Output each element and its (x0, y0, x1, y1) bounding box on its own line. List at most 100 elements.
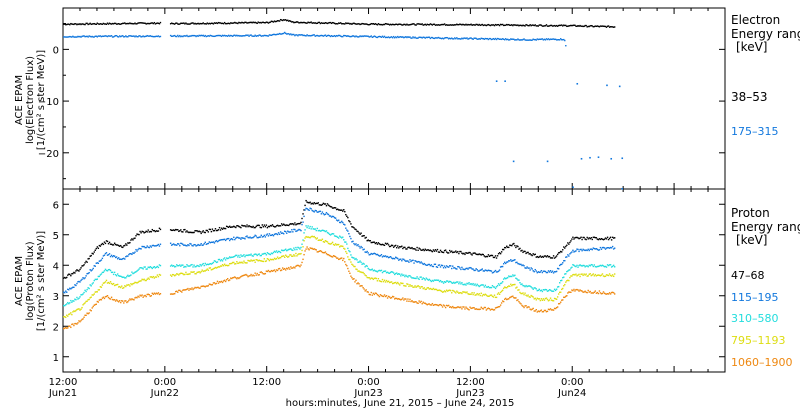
proton-series-4-point (579, 289, 581, 291)
proton-series-0-point (63, 277, 65, 279)
proton-series-3-point (579, 275, 581, 278)
electron-series-1-point (432, 37, 435, 39)
electron-outlier-point (618, 85, 621, 88)
proton-series-3-point (431, 288, 434, 291)
proton-series-2-point (209, 262, 212, 265)
electron-series-0-point (385, 23, 388, 25)
proton-series-1-point (416, 261, 418, 263)
proton-series-2-point (89, 284, 91, 286)
electron-series-0-point (214, 22, 217, 24)
proton-series-0-point (157, 230, 160, 232)
proton-series-2-point (473, 284, 475, 286)
proton-series-3-point (292, 255, 294, 257)
proton-series-4-point (249, 274, 251, 277)
proton-series-1-point (146, 245, 148, 247)
proton-series-4-point (205, 285, 207, 287)
proton-series-2-point (156, 265, 159, 268)
proton-series-3-point (410, 285, 412, 287)
proton-series-3-point (263, 258, 266, 260)
proton-series-0-point (491, 254, 494, 257)
x-tick-date-label: Jun22 (150, 388, 179, 399)
proton-series-2-point (578, 264, 580, 267)
proton-series-4-point (539, 310, 542, 312)
proton-series-0-point (174, 229, 176, 232)
electron-series-1-point (363, 35, 365, 37)
proton-series-1-point (340, 221, 342, 224)
electron-series-1-point (355, 35, 357, 37)
proton-series-0-point (585, 238, 587, 241)
proton-series-3-point (76, 308, 78, 311)
proton-series-3-point (64, 316, 66, 318)
proton-series-4-point (602, 291, 605, 293)
proton-series-0-point (443, 249, 446, 252)
proton-series-2-point (149, 265, 151, 268)
proton-series-0-point (197, 230, 199, 233)
proton-series-0-point (605, 238, 608, 240)
proton-series-2-point (220, 259, 223, 261)
proton-series-3-point (609, 274, 612, 277)
proton-series-0-point (606, 236, 609, 238)
proton-series-3-point (337, 243, 340, 246)
proton-series-1-point (179, 245, 181, 247)
electron-series-0-point (264, 22, 267, 24)
proton-series-4-point (151, 292, 154, 295)
proton-series-3-point (193, 271, 195, 273)
proton-series-0-point (494, 255, 497, 257)
proton-series-3-point (373, 277, 376, 280)
proton-series-3-point (370, 277, 372, 279)
electron-series-0-point (428, 24, 431, 26)
proton-series-4-point (395, 297, 397, 300)
proton-series-4-point (226, 277, 229, 280)
proton-series-2-point (518, 279, 520, 281)
proton-series-4-point (113, 299, 116, 301)
proton-series-4-point (317, 251, 320, 253)
proton-series-0-point (452, 251, 454, 254)
electron-series-1-point (324, 34, 327, 36)
electron-series-1-point (241, 35, 243, 37)
proton-series-0-point (116, 244, 119, 246)
proton-series-3-point (82, 304, 84, 306)
proton-series-1-point (429, 264, 432, 267)
proton-series-2-point (141, 267, 143, 269)
proton-series-2-point (93, 279, 95, 282)
proton-series-1-point (454, 267, 456, 269)
proton-series-2-point (520, 283, 522, 286)
proton-series-1-point (525, 267, 527, 269)
proton-series-2-point (236, 254, 238, 257)
proton-series-4-point (608, 292, 611, 294)
proton-series-1-point (545, 271, 548, 274)
proton-series-0-point (101, 242, 104, 245)
proton-series-3-point (462, 291, 464, 293)
proton-series-2-point (564, 273, 566, 275)
proton-series-0-point (364, 237, 366, 239)
proton-series-4-point (64, 327, 66, 329)
electron-series-1-point (560, 38, 562, 40)
proton-series-3-point (411, 285, 413, 287)
proton-series-3-point (288, 255, 290, 258)
proton-series-3-point (401, 282, 403, 285)
proton-series-0-point (297, 223, 299, 225)
proton-series-3-point (409, 284, 411, 286)
proton-series-0-point (81, 265, 83, 267)
electron-series-0-point (430, 23, 433, 26)
proton-series-0-point (548, 255, 551, 258)
electron-series-0-point (155, 22, 158, 25)
electron-series-1-point (292, 33, 294, 36)
electron-series-1-point (181, 35, 183, 37)
proton-series-1-point (408, 261, 410, 263)
proton-series-2-point (410, 276, 412, 278)
proton-series-2-point (279, 251, 282, 254)
proton-series-2-point (505, 277, 507, 280)
electron-series-0-point (327, 22, 330, 24)
proton-series-0-point (459, 250, 461, 253)
proton-series-0-point (349, 221, 351, 223)
electron-series-1-point (63, 36, 65, 38)
proton-series-4-point (400, 299, 402, 301)
proton-series-1-point (612, 248, 615, 250)
proton-series-4-point (81, 318, 83, 321)
proton-series-1-point (270, 234, 273, 237)
electron-series-1-point (505, 38, 507, 40)
proton-series-2-point (285, 248, 287, 250)
proton-series-3-point (483, 294, 486, 296)
electron-series-1-point (213, 35, 216, 38)
